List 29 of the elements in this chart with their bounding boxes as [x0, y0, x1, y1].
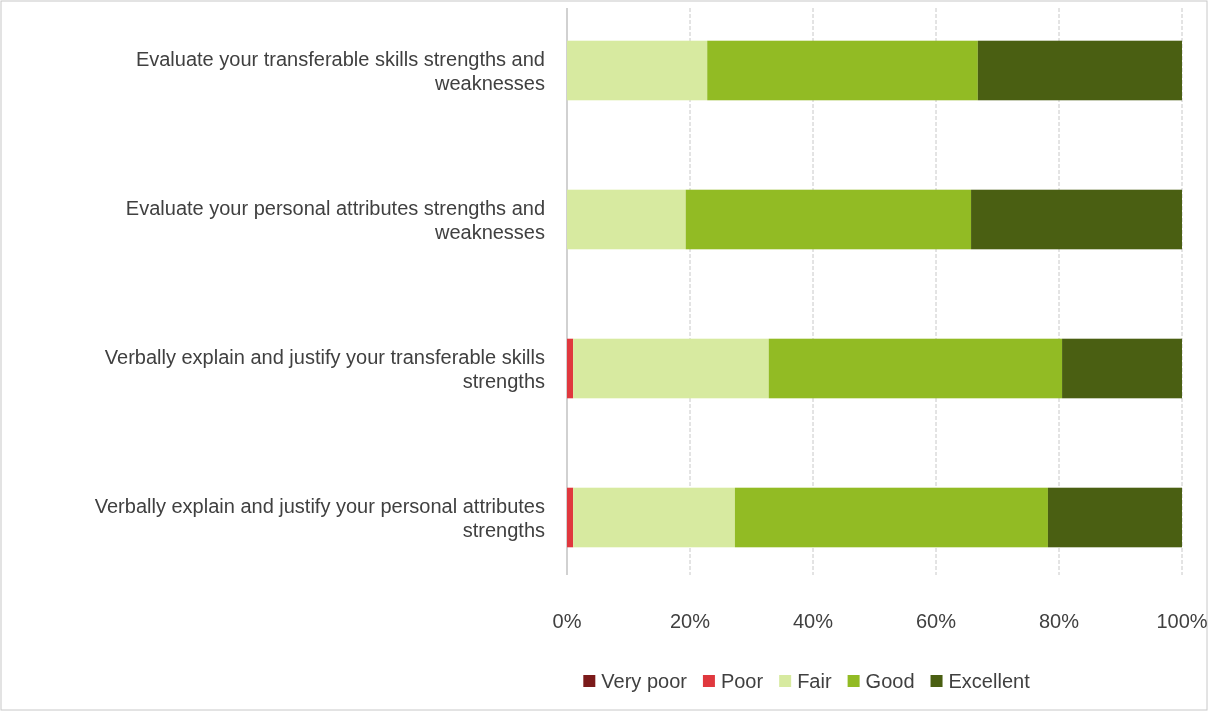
bar: [573, 487, 735, 548]
bar: [567, 40, 708, 101]
bar: [685, 189, 972, 250]
legend-label: Fair: [797, 670, 832, 692]
bar: [768, 338, 1063, 399]
y-tick-label: Evaluate your transferable skills strengths and weaknesses: [135, 47, 545, 94]
legend-label: Good: [865, 670, 915, 692]
y-tick-label: Verbally explain and justify your personal attributes strengths: [94, 494, 545, 541]
bar: [1047, 487, 1182, 548]
bar: [707, 40, 978, 101]
x-tick-label: 80%: [1038, 610, 1080, 632]
x-tick-label: 0%: [552, 610, 582, 632]
y-tick-label: Evaluate your personal attributes strengths and weaknesses: [125, 196, 545, 243]
legend-label: Very poor: [601, 670, 688, 692]
x-tick-label: 100%: [1156, 610, 1208, 632]
x-tick-label: 20%: [669, 610, 711, 632]
bar: [567, 338, 574, 399]
y-tick-label: Verbally explain and justify your transferable skills strengths: [104, 345, 545, 392]
bar: [977, 40, 1182, 101]
x-tick-label: 40%: [792, 610, 834, 632]
legend-label: Excellent: [948, 670, 1031, 692]
bar: [734, 487, 1048, 548]
legend-label: Poor: [720, 670, 764, 692]
bar: [567, 189, 686, 250]
bar: [573, 338, 769, 399]
bar: [567, 487, 574, 548]
bar: [971, 189, 1182, 250]
x-tick-label: 60%: [915, 610, 957, 632]
bar: [1062, 338, 1182, 399]
